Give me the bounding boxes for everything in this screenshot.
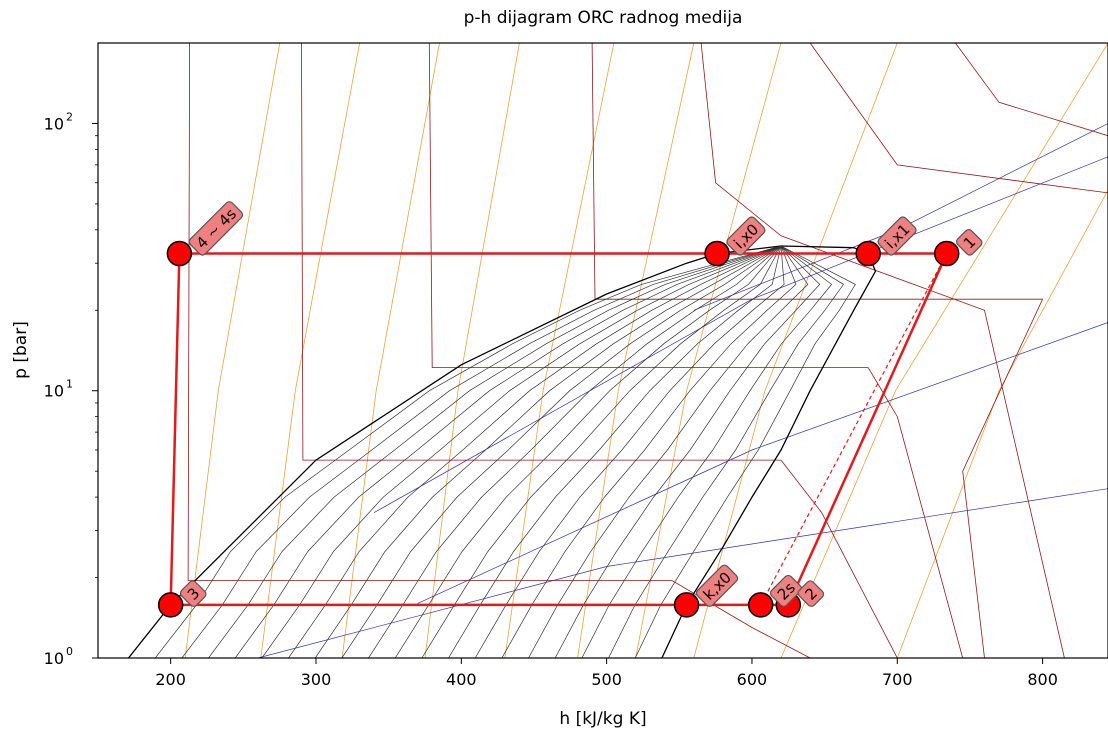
quality-line bbox=[634, 245, 856, 658]
cycle-point-label-box bbox=[955, 229, 983, 256]
cycle-point-label-box bbox=[188, 201, 244, 256]
isentrope-line bbox=[693, 43, 898, 658]
cycle-point-label-box bbox=[179, 580, 207, 607]
isentrope-line bbox=[184, 43, 281, 658]
quality-line bbox=[448, 245, 782, 658]
isentrope-line bbox=[780, 43, 1108, 658]
plot-frame bbox=[97, 42, 1108, 659]
y-tick-exponent: 1 bbox=[66, 378, 73, 391]
cycle-segment bbox=[787, 253, 948, 606]
cycle-point-label-box bbox=[797, 580, 825, 607]
isentrope-line bbox=[504, 43, 615, 658]
x-tick-label: 500 bbox=[591, 670, 622, 689]
saturation-dome bbox=[127, 245, 877, 658]
quality-line bbox=[394, 245, 782, 658]
x-tick-label: 300 bbox=[301, 670, 332, 689]
cycle-point-marker bbox=[704, 240, 730, 267]
cycle-point-marker bbox=[933, 240, 960, 267]
quality-line bbox=[554, 245, 821, 658]
quality-line bbox=[368, 245, 782, 658]
y-tick-exponent: 2 bbox=[66, 110, 73, 123]
x-axis-ticks: 200 300 400 500 600 700 800 bbox=[155, 658, 1058, 689]
quality-line bbox=[581, 245, 833, 658]
isotherm-line bbox=[700, 43, 1065, 658]
quality-line bbox=[288, 245, 782, 658]
isentrope-line bbox=[577, 43, 695, 658]
y-tick-label: 10 bbox=[44, 649, 64, 668]
isotherm-line bbox=[187, 43, 811, 658]
y-tick-label: 10 bbox=[44, 382, 64, 401]
quality-line bbox=[208, 245, 782, 658]
isentrope-line bbox=[896, 189, 1108, 658]
isotherm-line bbox=[301, 43, 898, 658]
cycle-segment bbox=[169, 253, 181, 605]
isotherm-line bbox=[428, 43, 964, 658]
x-tick-label: 400 bbox=[446, 670, 477, 689]
y-tick-label: 10 bbox=[44, 114, 64, 133]
cycle-point-label: i,x0 bbox=[726, 216, 766, 256]
y-tick-exponent: 0 bbox=[66, 645, 73, 658]
cycle-point-marker bbox=[747, 592, 774, 618]
quality-line bbox=[608, 245, 845, 658]
cycle-point-label-box bbox=[726, 216, 766, 256]
quality-line bbox=[314, 245, 782, 658]
cycle-point-label: 3 bbox=[179, 580, 207, 607]
cycle-point-marker bbox=[673, 592, 700, 618]
quality-line bbox=[154, 245, 782, 658]
quality-line bbox=[341, 245, 782, 658]
x-tick-label: 600 bbox=[737, 670, 768, 689]
quality-line bbox=[501, 245, 797, 658]
cycle-point-label-box bbox=[695, 564, 739, 607]
quality-line bbox=[474, 245, 785, 658]
isentrope-line bbox=[424, 43, 520, 658]
quality-line bbox=[234, 245, 782, 658]
cycle-point-label-box bbox=[877, 216, 917, 256]
quality-line bbox=[261, 245, 782, 658]
x-tick-label: 200 bbox=[155, 670, 186, 689]
isentrope-line bbox=[635, 43, 782, 658]
cycle-point-label-box bbox=[769, 574, 803, 607]
cycle-point-marker bbox=[157, 592, 184, 618]
isotherm-line bbox=[591, 43, 1044, 658]
quality-line bbox=[181, 245, 782, 658]
x-tick-label: 700 bbox=[882, 670, 913, 689]
cycle-point-label: k,x0 bbox=[695, 564, 739, 607]
cycle-markers bbox=[157, 240, 960, 618]
cycle-point-label: 4 ~ 4s bbox=[188, 201, 244, 256]
isochore-line bbox=[257, 488, 1108, 658]
cycle-point-label: 2 bbox=[797, 580, 825, 607]
x-axis-label: h [kJ/kg K] bbox=[559, 709, 646, 729]
cycle-point-label: 1 bbox=[955, 229, 983, 256]
quality-line bbox=[421, 245, 782, 658]
isentrope-line bbox=[260, 43, 360, 658]
cycle-point-marker bbox=[855, 240, 881, 267]
isentrope-line bbox=[341, 43, 440, 658]
isentropic-expansion-line bbox=[760, 253, 948, 606]
isochore-line bbox=[417, 322, 1108, 604]
cycle-lines bbox=[169, 252, 948, 607]
isotherm-line bbox=[809, 43, 1108, 194]
cycle-point-label: i,x1 bbox=[877, 216, 917, 256]
cycle-point-label-text: 4 ~ 4s bbox=[193, 205, 241, 253]
isotherm-line bbox=[955, 43, 1108, 137]
x-tick-label: 800 bbox=[1027, 670, 1058, 689]
cycle-point-marker bbox=[166, 240, 193, 267]
property-lines bbox=[184, 43, 1108, 658]
quality-line bbox=[528, 245, 809, 658]
chart-title: p-h dijagram ORC radnog medija bbox=[464, 8, 743, 28]
y-axis-label: p [bar] bbox=[11, 321, 31, 379]
